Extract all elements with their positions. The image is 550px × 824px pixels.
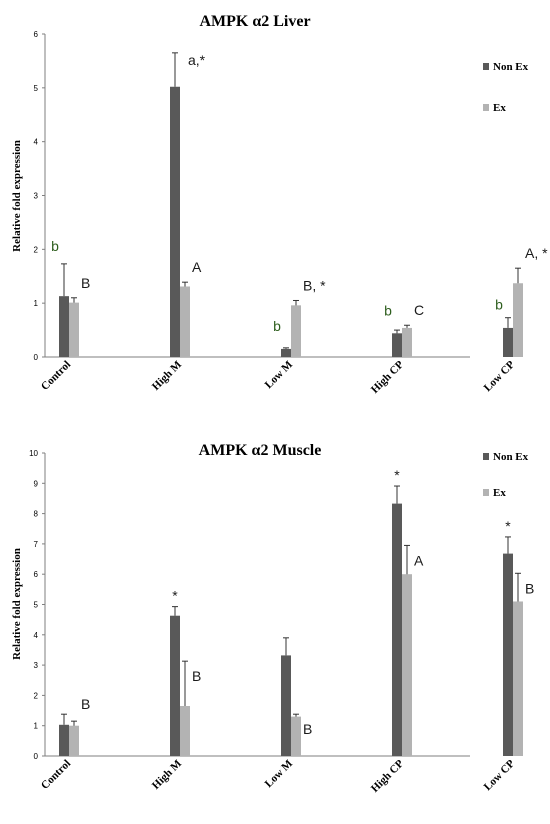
y-tick-label: 4: [34, 138, 39, 147]
bar-non-ex: [503, 553, 513, 756]
bar-ex: [513, 601, 523, 756]
legend-swatch: [483, 63, 489, 70]
bar-ex: [513, 283, 523, 357]
bar-annotation: b: [384, 302, 392, 318]
y-tick-label: 8: [34, 510, 39, 519]
x-tick-label: Low CP: [482, 757, 518, 793]
y-tick-label: 7: [34, 540, 39, 549]
bar-non-ex: [281, 348, 291, 357]
y-tick-label: 5: [34, 601, 39, 610]
bar-ex: [180, 706, 190, 756]
x-tick-label: Control: [39, 758, 73, 792]
y-axis-label: Relative fold expression: [11, 140, 23, 252]
bar-non-ex: [392, 333, 402, 357]
bar-non-ex: [170, 86, 180, 358]
y-tick-label: 2: [34, 245, 39, 254]
x-tick-label: High CP: [369, 757, 406, 794]
y-tick-label: 3: [34, 192, 39, 201]
bar-annotation: B, *: [303, 277, 326, 293]
bar-annotation: B: [81, 275, 90, 291]
y-tick-label: 0: [34, 752, 39, 761]
muscle-chart: AMPK α2 Muscle 0 1 2 3 4 5 6 7 8 9 10 Relative fold…: [11, 442, 534, 795]
bar-ex: [402, 327, 412, 357]
x-tick-label: Low M: [263, 757, 296, 790]
y-tick-label: 9: [34, 479, 39, 488]
legend-label: Non Ex: [493, 61, 529, 73]
bar-non-ex: [281, 655, 291, 756]
y-axis-label: Relative fold expression: [11, 548, 23, 660]
legend-swatch: [483, 104, 489, 111]
legend-label: Non Ex: [493, 451, 529, 463]
x-tick-label: Low CP: [482, 358, 518, 394]
bar-annotation: b: [495, 297, 503, 313]
y-tick-label: 6: [34, 570, 39, 579]
y-tick-label: 10: [29, 449, 38, 458]
bar-annotation: b: [273, 318, 281, 334]
bar-non-ex: [59, 724, 69, 756]
legend-swatch: [483, 453, 489, 460]
liver-chart: AMPK α2 Liver 0 1 2 3 4 5 6 Relative fold expre…: [11, 13, 548, 396]
y-tick-label: 2: [34, 691, 39, 700]
bar-ex: [69, 725, 79, 756]
bar-ex: [69, 302, 79, 357]
y-tick-label: 0: [34, 353, 39, 362]
legend-swatch: [483, 489, 489, 496]
y-tick-label: 4: [34, 631, 39, 640]
bar-ex: [291, 716, 301, 756]
bar-annotation: B: [81, 696, 90, 712]
bar-non-ex: [170, 615, 180, 756]
chart-title: AMPK α2 Liver: [199, 13, 310, 30]
bar-annotation: *: [505, 518, 511, 534]
y-tick-label: 1: [34, 299, 39, 308]
y-tick-label: 5: [34, 84, 39, 93]
bar-annotation: b: [51, 238, 59, 254]
y-tick-label: 1: [34, 722, 39, 731]
bar-annotation: A: [192, 259, 202, 275]
x-tick-label: High M: [150, 757, 185, 792]
bar-non-ex: [392, 503, 402, 756]
x-tick-label: High M: [150, 358, 185, 393]
bar-annotation: C: [414, 302, 424, 318]
chart-title: AMPK α2 Muscle: [199, 442, 322, 459]
bar-ex: [180, 286, 190, 357]
bar-annotation: *: [394, 467, 400, 483]
bar-annotation: B: [525, 580, 534, 596]
bar-annotation: B: [192, 668, 201, 684]
x-tick-label: Low M: [263, 358, 296, 391]
bar-annotation: B: [303, 721, 312, 737]
y-tick-label: 6: [34, 30, 39, 39]
bar-ex: [402, 574, 412, 756]
x-tick-label: Control: [39, 359, 73, 393]
bar-annotation: A: [414, 552, 424, 568]
bar-annotation: A, *: [525, 245, 548, 261]
legend-label: Ex: [493, 487, 506, 499]
bar-non-ex: [503, 327, 513, 357]
x-tick-label: High CP: [369, 358, 406, 395]
bar-ex: [291, 305, 301, 357]
bar-annotation: a,*: [188, 52, 206, 68]
bar-non-ex: [59, 296, 69, 357]
y-tick-label: 3: [34, 661, 39, 670]
bar-annotation: *: [172, 588, 178, 604]
legend-label: Ex: [493, 102, 506, 114]
